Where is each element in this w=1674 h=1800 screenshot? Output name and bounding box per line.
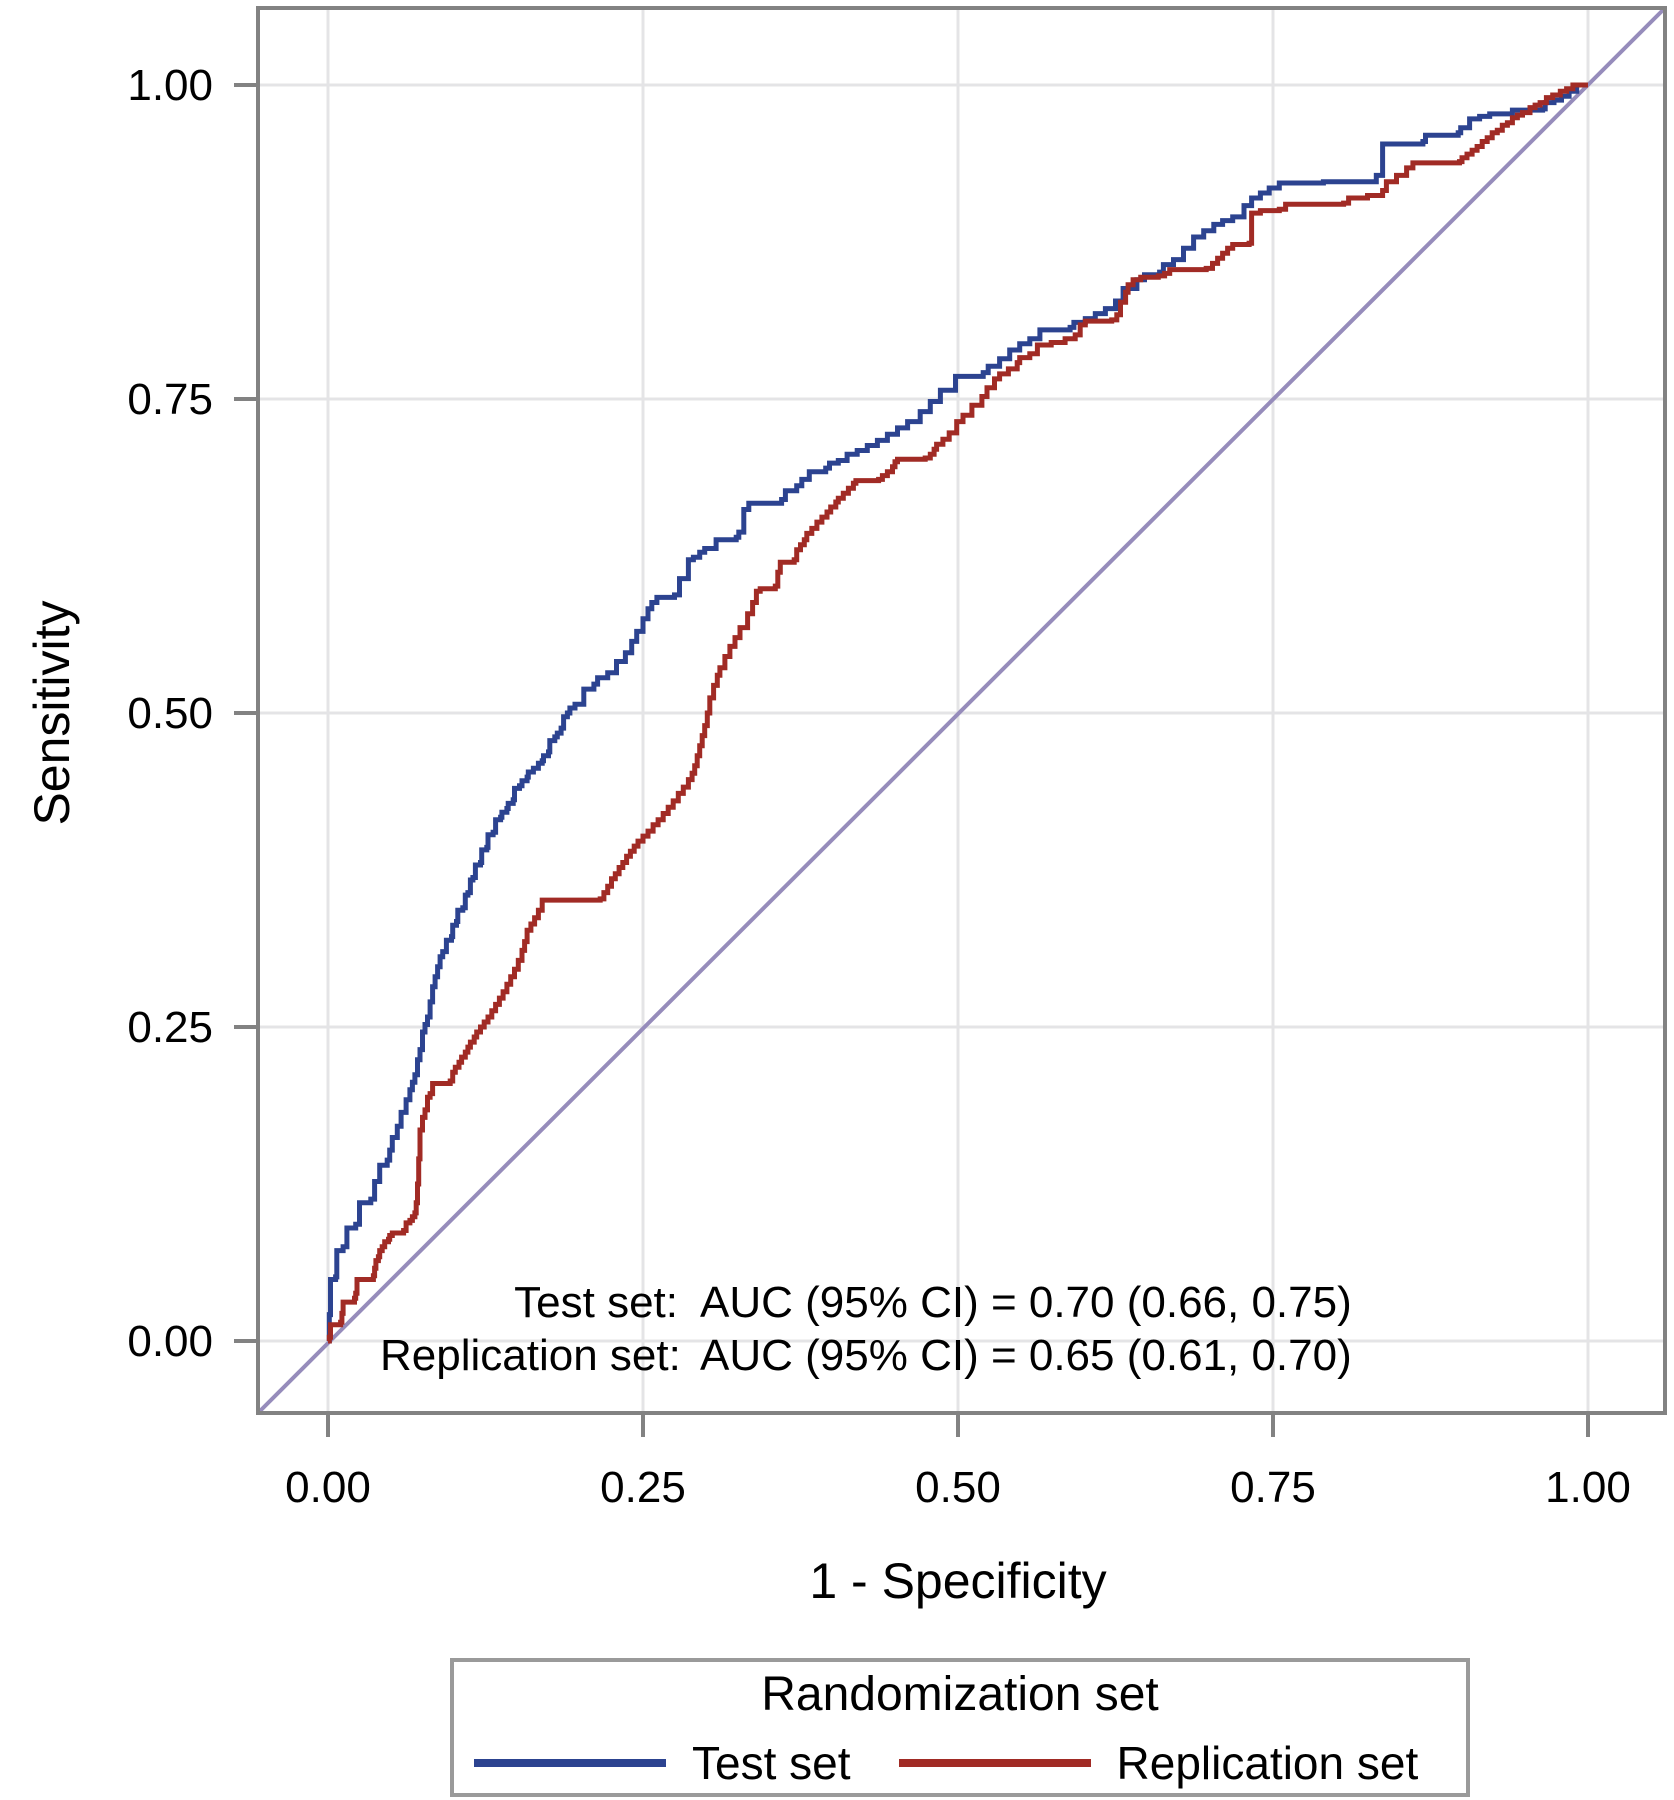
chance-diagonal-line (256, 6, 1667, 1415)
auc-annotation-label-replication: Replication set: (380, 1331, 681, 1380)
replication-set-line-swatch (898, 1759, 1091, 1767)
y-tick-label: 0.25 (127, 1003, 213, 1052)
roc-curves-layer (326, 82, 1588, 1344)
auc-annotation-row-replication: Replication set: AUC (95% CI) = 0.65 (0.… (380, 1329, 1352, 1382)
x-tick-label: 0.25 (600, 1463, 686, 1512)
legend-label-replication-set: Replication set (1116, 1737, 1419, 1789)
auc-annotation-value-test: AUC (95% CI) = 0.70 (0.66, 0.75) (700, 1278, 1352, 1327)
y-axis-title: Sensitivity (24, 600, 80, 826)
auc-annotation-value-replication: AUC (95% CI) = 0.65 (0.61, 0.70) (700, 1331, 1352, 1380)
legend-title: Randomization set (761, 1668, 1159, 1721)
plot-border (256, 6, 1667, 1415)
x-tick-label: 1.00 (1545, 1463, 1631, 1512)
y-tick-label: 1.00 (127, 61, 213, 110)
x-tick-label: 0.75 (1230, 1463, 1316, 1512)
auc-annotation-row-test: Test set: AUC (95% CI) = 0.70 (0.66, 0.7… (380, 1276, 1352, 1329)
test-set-line-swatch (474, 1759, 666, 1767)
roc-curve-replication-set (326, 82, 1588, 1344)
auc-annotation-label-test: Test set: (514, 1278, 678, 1327)
x-tick-label: 0.50 (915, 1463, 1001, 1512)
legend-entries: Test set Replication set (454, 1736, 1466, 1790)
roc-curve-test-set (326, 82, 1588, 1344)
y-tick-label: 0.00 (127, 1317, 213, 1366)
legend-label-test-set: Test set (692, 1737, 851, 1789)
plot-frame-layer (234, 6, 1667, 1437)
x-tick-label: 0.00 (285, 1463, 371, 1512)
x-axis-title: 1 - Specificity (809, 1553, 1107, 1609)
reference-line-layer (256, 6, 1667, 1415)
tick-labels-layer: 0.00 0.00 0.25 0.25 0.50 0.50 0.75 0.75 1.00 1.00 (127, 61, 1630, 1512)
y-tick-label: 0.75 (127, 375, 213, 424)
legend-box: Randomization set Test set Replication s… (450, 1658, 1470, 1797)
auc-annotation: Test set: AUC (95% CI) = 0.70 (0.66, 0.7… (380, 1276, 1352, 1382)
y-tick-label: 0.50 (127, 689, 213, 738)
